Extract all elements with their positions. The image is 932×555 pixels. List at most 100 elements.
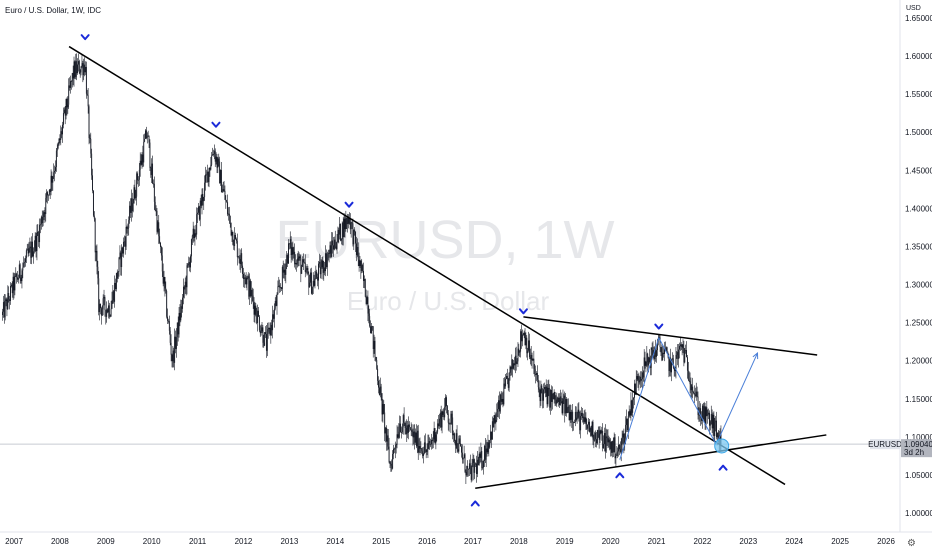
candle	[175, 328, 177, 358]
trendline-1[interactable]	[68, 45, 786, 486]
candle	[168, 315, 170, 335]
candle	[602, 423, 604, 452]
candle	[368, 305, 370, 324]
candle-body	[697, 396, 699, 415]
candle-body	[498, 400, 499, 409]
candle-body	[296, 258, 298, 265]
candle	[492, 418, 494, 428]
candle	[280, 283, 281, 293]
candle-body	[140, 160, 142, 165]
candle-body	[409, 427, 411, 430]
candle-body	[5, 299, 7, 301]
candle-body	[423, 442, 425, 454]
candle	[292, 241, 294, 262]
trendline-3[interactable]	[475, 434, 827, 489]
candle-body	[485, 448, 487, 460]
candle	[11, 281, 13, 298]
candle-body	[523, 332, 525, 335]
candle	[117, 271, 119, 279]
candle	[210, 157, 212, 171]
candle-body	[205, 174, 206, 183]
candle	[64, 106, 66, 125]
candle-body	[646, 353, 648, 362]
candle	[58, 138, 60, 146]
candle	[303, 258, 305, 264]
x-tick-label: 2012	[235, 537, 253, 546]
candle-body	[53, 172, 55, 177]
candle-body	[272, 314, 274, 331]
target-zone[interactable]	[714, 438, 730, 454]
candle	[435, 432, 437, 450]
candle-body	[284, 269, 286, 275]
candle	[9, 295, 11, 310]
candle-body	[63, 109, 65, 114]
candle	[87, 88, 89, 114]
candle	[46, 189, 48, 203]
candle	[461, 444, 462, 458]
candle-body	[302, 259, 304, 267]
candle-body	[310, 272, 312, 283]
candle	[53, 163, 55, 179]
candle-body	[82, 63, 84, 75]
candle-body	[589, 428, 591, 432]
candle-series[interactable]	[2, 53, 722, 485]
time-scale[interactable]: 2007 2008 2009 2010 2011 2012 2013 2014 2015 2016…	[5, 537, 895, 546]
candle-body	[167, 316, 169, 321]
candle-body	[243, 277, 245, 279]
candle	[693, 390, 695, 395]
candle-body	[533, 358, 535, 369]
projection-path[interactable]	[619, 336, 759, 460]
candle	[417, 424, 419, 460]
candle-body	[137, 173, 139, 181]
candle-body	[662, 352, 664, 361]
candle	[206, 164, 208, 183]
gear-icon[interactable]: ⚙	[907, 538, 916, 549]
candle	[29, 237, 31, 253]
candle-body	[33, 248, 35, 252]
trendlines[interactable]	[68, 45, 827, 489]
symbol-title[interactable]: Euro / U.S. Dollar, 1W, IDC	[5, 6, 102, 15]
candle	[519, 350, 521, 358]
trendline-2[interactable]	[523, 316, 818, 356]
candle	[451, 410, 453, 425]
candle	[681, 343, 683, 356]
candle	[617, 447, 619, 459]
candle-body	[527, 350, 529, 354]
candle	[306, 264, 308, 276]
candle	[551, 386, 553, 410]
candle	[384, 403, 386, 442]
candle	[191, 234, 193, 246]
candle	[416, 424, 417, 449]
candle	[334, 230, 336, 249]
currency-label[interactable]: USD	[906, 5, 921, 12]
target-circle[interactable]	[714, 438, 730, 454]
candle	[65, 98, 67, 120]
candle	[346, 217, 348, 229]
candle-body	[324, 267, 326, 272]
candle-body	[538, 387, 540, 390]
price-scale[interactable]: 1.000001.050001.100001.150001.200001.250…	[905, 14, 932, 518]
candle	[113, 289, 115, 304]
candle-body	[194, 233, 196, 238]
candle	[425, 449, 427, 459]
candle-body	[98, 278, 100, 313]
candle-body	[78, 61, 80, 74]
candle	[7, 285, 9, 310]
candle	[481, 447, 483, 471]
candle	[147, 130, 149, 137]
candle-body	[499, 394, 501, 412]
candle	[692, 377, 694, 399]
candle	[142, 145, 144, 168]
projection-line[interactable]	[619, 336, 758, 460]
candle-body	[30, 246, 32, 258]
candle	[572, 403, 574, 432]
candle	[699, 401, 701, 422]
candle-body	[248, 276, 250, 297]
candle-body	[679, 344, 681, 347]
candle	[300, 254, 302, 283]
candle-body	[403, 415, 405, 423]
candle-body	[80, 66, 82, 73]
candle	[386, 428, 388, 451]
